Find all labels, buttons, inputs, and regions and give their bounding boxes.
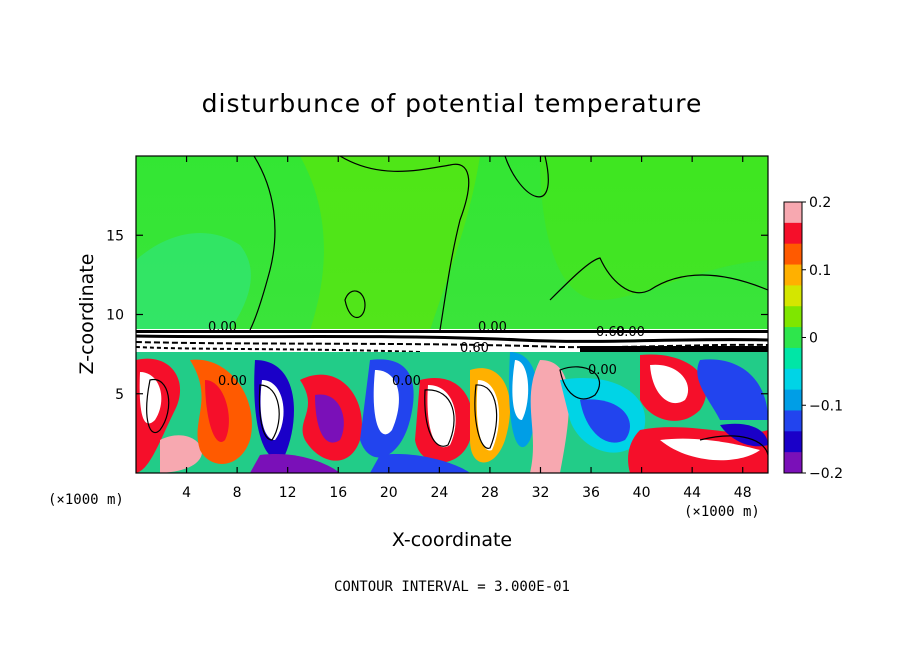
contour-label: 0.00 [208, 320, 237, 335]
contour-label: 0.00 [392, 374, 421, 389]
y-axis: 5 10 15 [106, 228, 768, 403]
x-axis: 4 8 12 16 20 24 28 32 36 40 44 48 [182, 156, 752, 501]
y-axis-title: Z-coordinate [76, 254, 98, 375]
colorbar-swatch [784, 264, 802, 286]
colorbar-tick-label: 0 [809, 331, 818, 347]
contour-interval-text: CONTOUR INTERVAL = 3.000E-01 [334, 579, 570, 595]
colorbar-swatch [784, 327, 802, 349]
x-tick-label: 28 [481, 485, 499, 501]
x-tick-label: 32 [532, 485, 550, 501]
chart-title: disturbunce of potential temperature [202, 89, 703, 118]
colorbar-tick-label: 0.2 [809, 195, 831, 211]
contour-label: 0.00 [218, 374, 247, 389]
contour-label: 0.00 [588, 363, 617, 378]
contour-label: 0.60 [596, 325, 625, 340]
colorbar-swatch [784, 368, 802, 391]
x-tick-label: 40 [633, 485, 651, 501]
x-unit-note-left: (×1000 m) [48, 492, 124, 508]
x-tick-label: 16 [329, 485, 347, 501]
contour-labels: 0.00 0.000.000.000.000.600.600.00 [208, 320, 645, 389]
colorbar-swatch [784, 347, 802, 370]
x-tick-label: 44 [683, 485, 701, 501]
x-tick-label: 36 [582, 485, 600, 501]
colorbar: 0.2 0.1 0 −0.1 −0.2 [783, 195, 843, 482]
y-tick-label: 5 [115, 387, 124, 403]
colorbar-swatch [784, 452, 802, 474]
colorbar-swatch [784, 389, 802, 411]
x-tick-label: 20 [380, 485, 398, 501]
colorbar-tick-label: −0.1 [809, 398, 843, 414]
colorbar-swatch [784, 306, 802, 328]
heatmap-field [136, 156, 768, 473]
contour-lines [146, 156, 768, 456]
colorbar-tick-label: −0.2 [809, 466, 843, 482]
y-tick-label: 15 [106, 228, 124, 244]
x-tick-label: 12 [279, 485, 297, 501]
colorbar-swatch [784, 285, 802, 307]
x-axis-title: X-coordinate [392, 529, 512, 551]
warm-region-right [540, 156, 768, 300]
x-tick-label: 4 [182, 485, 191, 501]
colorbar-swatch [784, 410, 802, 432]
colorbar-tick-label: 0.1 [809, 263, 831, 279]
x-tick-label: 24 [430, 485, 448, 501]
warm-region [300, 156, 480, 330]
colorbar-swatch [784, 202, 802, 224]
cool-region [136, 233, 251, 330]
colorbar-swatch [784, 222, 802, 245]
contour-label: 0.00 [616, 325, 645, 340]
colorbar-swatch [784, 243, 802, 266]
x-tick-label: 48 [734, 485, 752, 501]
x-unit-note-right: (×1000 m) [684, 504, 760, 520]
contour-label: 0.60 [460, 341, 489, 356]
colorbar-swatch [784, 431, 802, 453]
contour-label: 0.00 [478, 320, 507, 335]
eddies [136, 352, 768, 473]
y-tick-label: 10 [106, 308, 124, 324]
x-tick-label: 8 [233, 485, 242, 501]
